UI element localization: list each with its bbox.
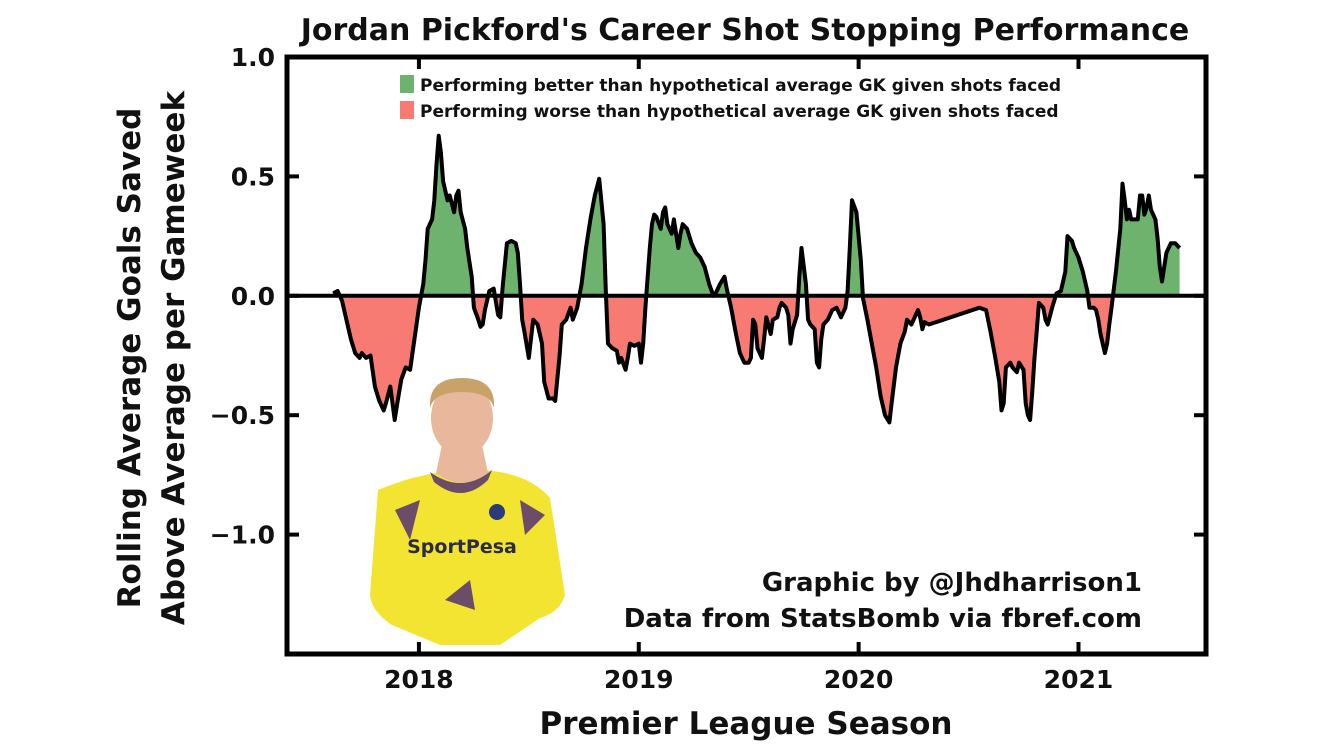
goalkeeper-photo: SportPesa — [370, 378, 565, 645]
y-tick-label: 1.0 — [231, 43, 275, 72]
legend-label-negative: Performing worse than hypothetical avera… — [420, 102, 1059, 122]
credit-source: Data from StatsBomb via fbref.com — [624, 604, 1142, 634]
shirt-body — [370, 469, 565, 645]
legend: Performing better than hypothetical aver… — [400, 75, 1061, 122]
club-crest-icon — [489, 504, 505, 520]
shirt-stripe-3 — [445, 580, 475, 610]
x-tick-label: 2020 — [824, 665, 894, 694]
hair — [429, 378, 495, 408]
y-axis-label-line2: Above Average per Gameweek — [156, 90, 192, 626]
shirt-collar — [430, 470, 492, 494]
credit-author: Graphic by @Jhdharrison1 — [762, 568, 1142, 598]
legend-swatch-negative — [400, 101, 414, 119]
y-tick-label: 0.5 — [231, 162, 275, 191]
head — [431, 380, 493, 456]
legend-label-positive: Performing better than hypothetical aver… — [420, 76, 1061, 96]
y-tick-label: −1.0 — [210, 521, 275, 550]
negative-area — [333, 295, 1180, 423]
chart-title: Jordan Pickford's Career Shot Stopping P… — [299, 13, 1190, 48]
shirt-stripe-1 — [395, 500, 420, 540]
series-group — [287, 133, 1206, 425]
y-axis-label-line1: Rolling Average Goals Saved — [112, 108, 148, 609]
x-tick-label: 2021 — [1044, 665, 1114, 694]
y-tick-label: −0.5 — [210, 401, 275, 430]
shirt-sponsor: SportPesa — [407, 536, 517, 558]
x-axis-label: Premier League Season — [540, 706, 953, 742]
y-tick-label: 0.0 — [231, 282, 275, 311]
plot-frame — [284, 54, 1209, 657]
shirt-stripe-2 — [520, 500, 545, 535]
y-axis: 1.0 0.5 0.0 −0.5 −1.0 — [210, 43, 1206, 550]
x-axis: 2018 2019 2020 2021 — [384, 57, 1113, 694]
x-tick-label: 2018 — [384, 665, 454, 694]
legend-swatch-positive — [400, 75, 414, 93]
x-tick-label: 2019 — [604, 665, 674, 694]
neck — [436, 445, 488, 483]
series-line — [332, 133, 1182, 425]
